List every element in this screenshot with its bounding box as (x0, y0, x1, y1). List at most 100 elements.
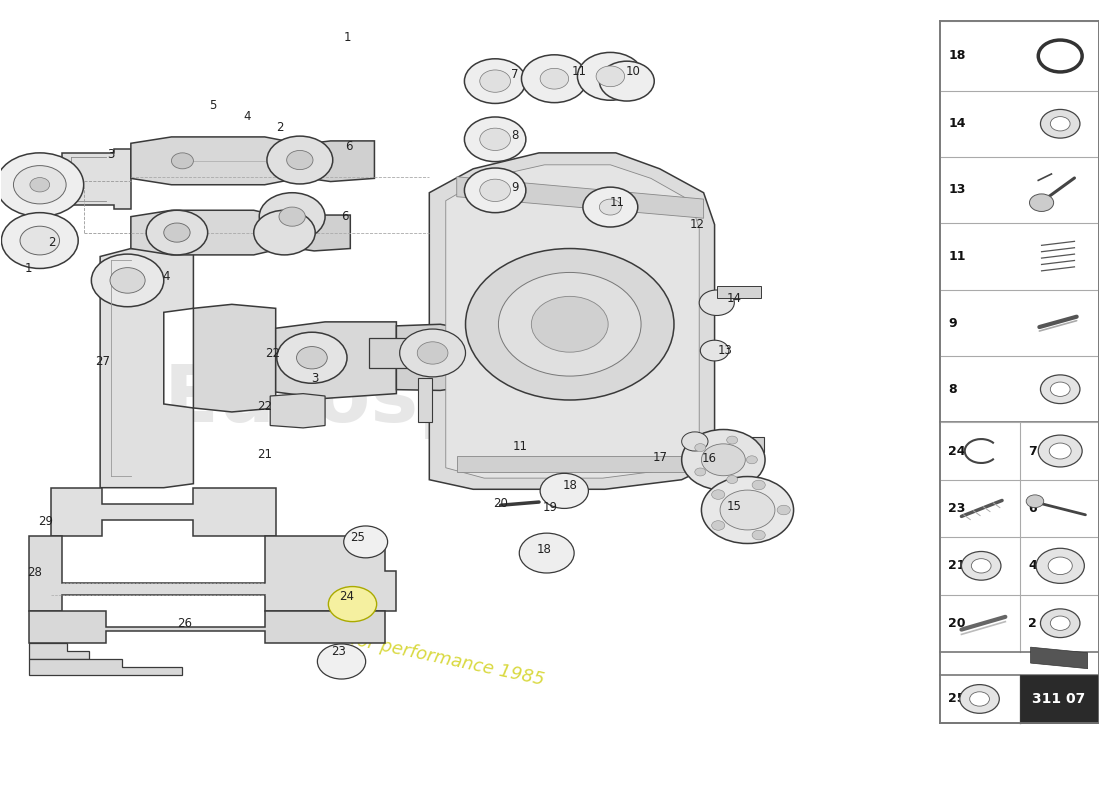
Circle shape (702, 477, 793, 543)
Polygon shape (429, 153, 715, 490)
Text: 28: 28 (26, 566, 42, 579)
Text: 11: 11 (513, 440, 528, 453)
Circle shape (480, 70, 510, 92)
Text: 18: 18 (562, 479, 578, 492)
Polygon shape (276, 322, 396, 398)
Text: 21: 21 (948, 559, 966, 572)
Text: 11: 11 (572, 65, 587, 78)
Circle shape (297, 346, 328, 369)
Circle shape (702, 444, 746, 476)
Polygon shape (131, 137, 298, 185)
Circle shape (596, 66, 625, 86)
Text: Eurospares: Eurospares (164, 361, 673, 439)
Circle shape (777, 506, 790, 515)
Circle shape (1050, 117, 1070, 131)
Circle shape (701, 340, 729, 361)
Circle shape (1041, 110, 1080, 138)
Text: 14: 14 (727, 292, 741, 306)
Circle shape (600, 61, 654, 101)
Polygon shape (298, 141, 374, 182)
Text: 13: 13 (948, 183, 966, 197)
Polygon shape (1031, 647, 1088, 669)
Text: 9: 9 (948, 317, 957, 330)
Circle shape (417, 342, 448, 364)
Circle shape (1026, 495, 1044, 508)
Circle shape (1030, 194, 1054, 211)
Text: 18: 18 (948, 50, 966, 62)
Circle shape (172, 153, 194, 169)
Circle shape (727, 475, 738, 483)
Text: a pasion for performance 1985: a pasion for performance 1985 (268, 614, 546, 689)
Circle shape (540, 474, 589, 509)
Circle shape (747, 456, 758, 464)
Text: 15: 15 (727, 499, 741, 513)
Circle shape (30, 178, 50, 192)
Polygon shape (456, 177, 704, 218)
Text: 10: 10 (626, 65, 641, 78)
Text: 27: 27 (95, 355, 110, 368)
Circle shape (960, 685, 999, 714)
Circle shape (343, 526, 387, 558)
Polygon shape (51, 488, 276, 535)
Text: 4: 4 (162, 270, 169, 283)
Text: 24: 24 (340, 590, 354, 602)
Text: 6: 6 (345, 140, 353, 153)
Circle shape (91, 254, 164, 306)
Text: 24: 24 (948, 445, 966, 458)
Circle shape (464, 117, 526, 162)
Circle shape (110, 268, 145, 293)
Circle shape (682, 432, 708, 451)
Text: 22: 22 (265, 347, 279, 360)
Polygon shape (29, 535, 396, 611)
Bar (939, 22, 1099, 723)
Circle shape (464, 168, 526, 213)
Polygon shape (29, 643, 89, 659)
Circle shape (1036, 548, 1085, 583)
Text: 23: 23 (331, 646, 345, 658)
Circle shape (318, 644, 365, 679)
Text: 7: 7 (512, 68, 518, 82)
Text: 21: 21 (257, 448, 272, 461)
Text: 1: 1 (343, 30, 351, 44)
Polygon shape (456, 456, 698, 472)
Polygon shape (446, 165, 700, 478)
Circle shape (329, 586, 376, 622)
Text: 20: 20 (948, 617, 966, 630)
Polygon shape (29, 659, 183, 675)
Circle shape (519, 533, 574, 573)
Circle shape (13, 166, 66, 204)
Text: 12: 12 (690, 218, 704, 231)
Circle shape (583, 187, 638, 227)
Text: 2: 2 (48, 236, 56, 249)
Circle shape (695, 444, 706, 451)
Text: 11: 11 (948, 250, 966, 263)
Polygon shape (100, 249, 194, 488)
Circle shape (267, 136, 333, 184)
Circle shape (498, 273, 641, 376)
Text: 5: 5 (209, 98, 217, 111)
Circle shape (727, 436, 738, 444)
Circle shape (712, 490, 725, 499)
Text: 20: 20 (493, 497, 508, 510)
Text: 18: 18 (537, 543, 552, 556)
Text: 3: 3 (311, 372, 319, 385)
Bar (418, 378, 431, 422)
Circle shape (540, 68, 569, 89)
Circle shape (1048, 557, 1072, 574)
Circle shape (700, 290, 735, 315)
Circle shape (464, 58, 526, 103)
Text: 13: 13 (718, 344, 733, 357)
Bar (704, 438, 764, 452)
Text: 1: 1 (25, 262, 33, 275)
Text: 9: 9 (512, 181, 518, 194)
Circle shape (1041, 375, 1080, 403)
Text: 17: 17 (652, 451, 668, 464)
Text: 22: 22 (257, 400, 272, 413)
Text: 26: 26 (177, 617, 192, 630)
Bar (717, 286, 761, 298)
Circle shape (480, 179, 510, 202)
Circle shape (682, 430, 766, 490)
Polygon shape (131, 210, 282, 255)
Text: 2: 2 (276, 121, 284, 134)
Circle shape (1038, 435, 1082, 467)
